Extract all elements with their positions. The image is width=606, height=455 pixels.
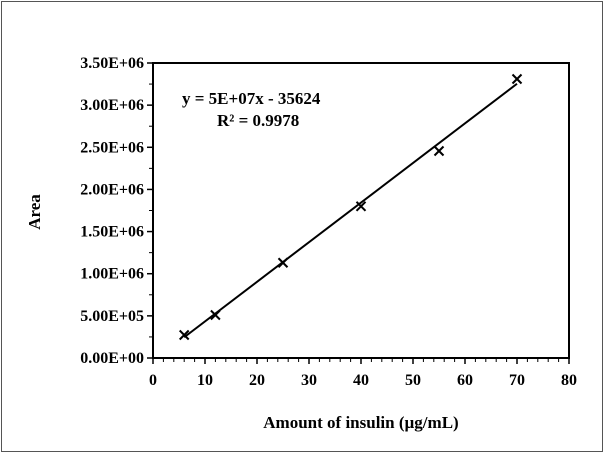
x-axis-label: Amount of insulin (µg/mL) [263, 413, 458, 432]
y-tick-label: 1.50E+06 [80, 224, 144, 241]
y-tick-label: 2.00E+06 [80, 181, 144, 198]
x-tick-label: 50 [405, 372, 421, 389]
x-tick-label: 20 [249, 372, 265, 389]
data-point [178, 329, 190, 341]
data-point [210, 309, 221, 321]
x-tick-label: 70 [509, 372, 525, 389]
x-tick-label: 80 [561, 372, 577, 389]
trendline-equation: y = 5E+07x - 35624 [182, 89, 321, 108]
x-tick-label: 40 [353, 372, 369, 389]
data-point [511, 73, 523, 85]
y-axis-label: Area [25, 194, 44, 230]
r-squared-label: R² = 0.9978 [217, 111, 299, 130]
data-point-stroke [433, 145, 445, 157]
x-tick-label: 0 [149, 372, 157, 389]
trendline [183, 82, 518, 339]
x-tick-label: 60 [457, 372, 473, 389]
data-point-stroke [178, 329, 190, 341]
data-point-stroke [210, 309, 221, 321]
y-tick-label: 3.00E+06 [80, 97, 144, 114]
data-point-stroke [355, 201, 367, 212]
data-point [355, 201, 367, 212]
y-tick-label: 2.50E+06 [80, 139, 144, 156]
y-tick-label: 3.50E+06 [80, 55, 144, 72]
y-tick-label: 0.00E+00 [80, 350, 144, 367]
data-point-stroke [277, 257, 289, 268]
x-tick-label: 30 [301, 372, 317, 389]
y-tick-label: 5.00E+05 [80, 308, 144, 325]
y-tick-label: 1.00E+06 [80, 266, 144, 283]
data-point [277, 257, 289, 268]
data-point-stroke [511, 73, 523, 85]
x-tick-label: 10 [197, 372, 213, 389]
data-point [433, 145, 445, 157]
